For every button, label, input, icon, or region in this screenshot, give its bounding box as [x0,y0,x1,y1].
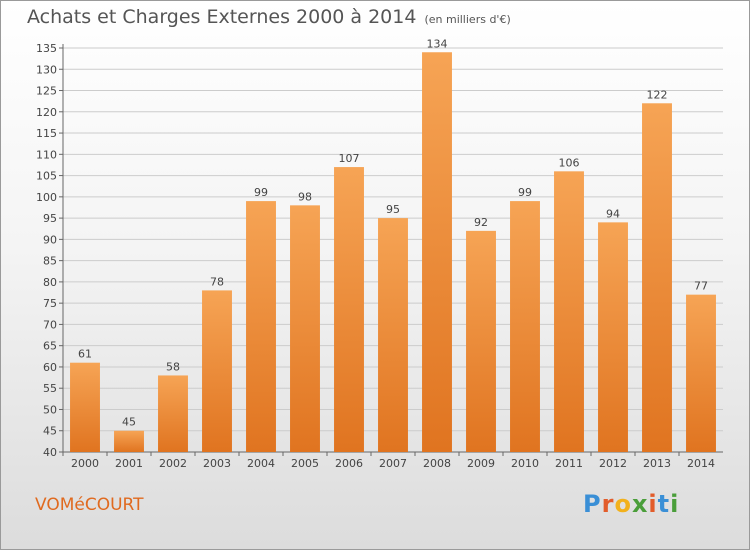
bar-2012 [598,222,628,452]
y-tick-label: 75 [43,297,57,310]
y-tick-label: 60 [43,361,57,374]
y-tick-label: 135 [36,42,57,55]
x-tick-label: 2010 [511,457,539,470]
y-tick-label: 125 [36,85,57,98]
y-tick-label: 120 [36,106,57,119]
bar-2014 [686,294,716,452]
x-tick-label: 2011 [555,457,583,470]
y-tick-label: 40 [43,446,57,459]
bar-value-label: 107 [339,152,360,165]
y-tick-label: 90 [43,233,57,246]
bar-2013 [642,103,672,452]
x-tick-label: 2003 [203,457,231,470]
x-tick-label: 2006 [335,457,363,470]
chart-subtitle: (en milliers d'€) [424,13,511,26]
x-tick-label: 2007 [379,457,407,470]
y-tick-label: 45 [43,425,57,438]
bar-value-label: 92 [474,216,488,229]
bar-value-label: 78 [210,275,224,288]
y-tick-label: 130 [36,63,57,76]
bar-2003 [202,290,232,452]
y-tick-label: 110 [36,148,57,161]
bar-2001 [114,430,144,452]
place-name: VOMéCOURT [35,495,144,515]
x-tick-label: 2005 [291,457,319,470]
y-tick-label: 80 [43,276,57,289]
bar-2002 [158,375,188,452]
bar-2009 [466,230,496,452]
bar-value-label: 99 [254,186,268,199]
bar-2007 [378,218,408,452]
bar-2000 [70,362,100,452]
bar-value-label: 58 [166,360,180,373]
bar-value-label: 45 [122,416,136,429]
bar-value-label: 77 [694,280,708,293]
y-tick-label: 65 [43,340,57,353]
chart-title-text: Achats et Charges Externes 2000 à 2014 [27,6,417,28]
bar-value-label: 99 [518,186,532,199]
bar-value-label: 122 [647,88,668,101]
bar-value-label: 95 [386,203,400,216]
bar-2008 [422,52,452,453]
x-tick-label: 2012 [599,457,627,470]
y-tick-label: 85 [43,255,57,268]
x-tick-label: 2009 [467,457,495,470]
bar-value-label: 106 [559,156,580,169]
y-tick-label: 100 [36,191,57,204]
bar-2010 [510,201,540,452]
y-tick-label: 105 [36,170,57,183]
x-tick-label: 2002 [159,457,187,470]
bar-2005 [290,205,320,452]
y-tick-label: 115 [36,127,57,140]
bar-2011 [554,171,584,453]
bar-value-label: 61 [78,348,92,361]
x-tick-label: 2008 [423,457,451,470]
proxiti-logo: Proxiti [583,490,680,518]
bar-value-label: 134 [427,37,448,50]
bar-value-label: 98 [298,190,312,203]
x-tick-label: 2004 [247,457,275,470]
bar-2004 [246,201,276,452]
x-tick-label: 2013 [643,457,671,470]
chart-title: Achats et Charges Externes 2000 à 2014 (e… [27,6,511,28]
x-tick-label: 2000 [71,457,99,470]
y-tick-label: 70 [43,318,57,331]
y-tick-label: 95 [43,212,57,225]
y-tick-label: 50 [43,403,57,416]
bar-value-label: 94 [606,207,620,220]
y-tick-label: 55 [43,382,57,395]
x-tick-label: 2014 [687,457,715,470]
x-tick-label: 2001 [115,457,143,470]
bar-2006 [334,167,364,453]
